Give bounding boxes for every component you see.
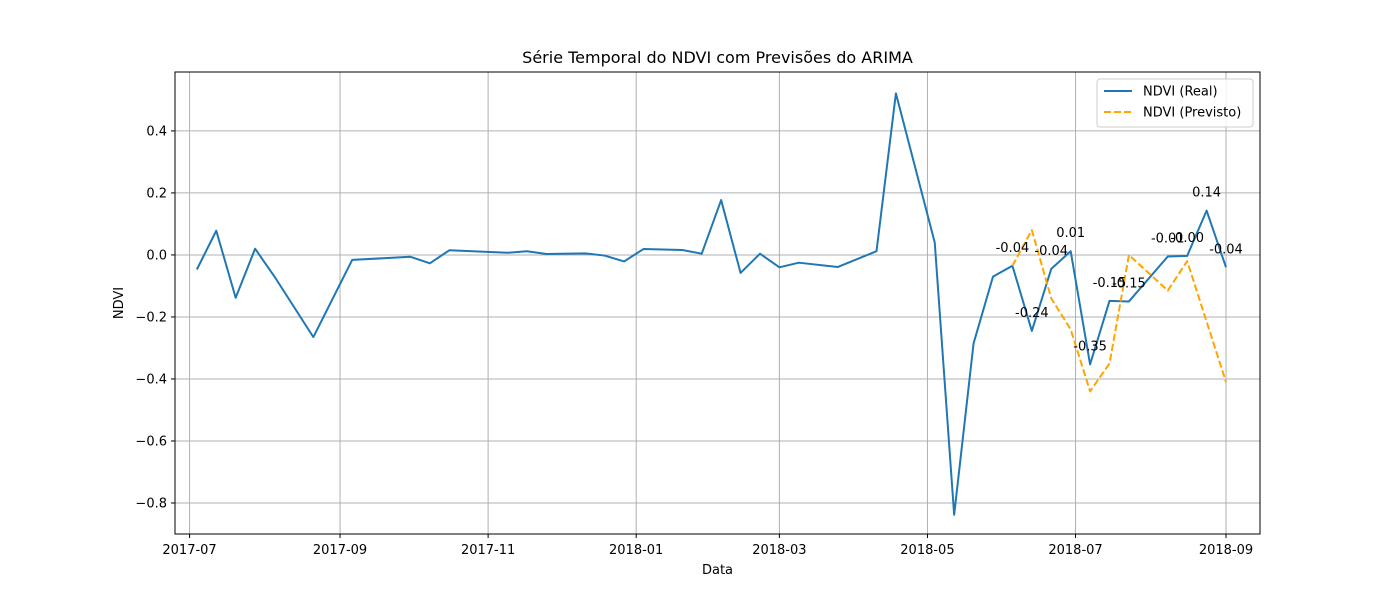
series-line-real <box>195 92 1227 516</box>
y-tick-label: −0.4 <box>135 372 167 387</box>
data-label: -0.04 <box>1034 244 1068 259</box>
y-tick-label: −0.8 <box>135 496 167 511</box>
x-tick-label: 2017-09 <box>313 543 367 558</box>
series-layer <box>195 92 1227 516</box>
legend-label-previsto: NDVI (Previsto) <box>1143 106 1241 121</box>
y-tick-label: 0.2 <box>146 186 167 201</box>
y-axis-ticks: 0.4 0.2 0.0 −0.2 −0.4 −0.6 −0.8 <box>135 124 175 511</box>
x-tick-label: 2018-01 <box>609 543 663 558</box>
legend: NDVI (Real) NDVI (Previsto) <box>1096 78 1254 128</box>
x-tick-label: 2018-09 <box>1199 543 1253 558</box>
data-label: 0.01 <box>1056 226 1085 241</box>
legend-label-real: NDVI (Real) <box>1143 85 1218 100</box>
data-label: -0.35 <box>1073 339 1107 354</box>
x-axis-title: Data <box>702 563 733 578</box>
data-label: -0.00 <box>1170 231 1204 246</box>
plot-frame <box>174 71 1261 535</box>
data-label: -0.04 <box>1209 242 1243 257</box>
chart-title: Série Temporal do NDVI com Previsões do … <box>522 48 913 67</box>
data-label: -0.04 <box>996 241 1030 256</box>
x-tick-label: 2018-07 <box>1048 543 1102 558</box>
legend-box <box>1096 78 1254 128</box>
x-tick-label: 2017-11 <box>461 543 515 558</box>
data-label: -0.15 <box>1112 276 1146 291</box>
x-tick-label: 2018-03 <box>752 543 806 558</box>
data-label: -0.24 <box>1015 306 1049 321</box>
y-axis-title: NDVI <box>112 287 127 319</box>
data-label: 0.14 <box>1192 186 1221 201</box>
x-tick-label: 2018-05 <box>900 543 954 558</box>
x-tick-label: 2017-07 <box>162 543 216 558</box>
y-tick-label: 0.0 <box>146 248 167 263</box>
series-line-previsto <box>1011 229 1227 393</box>
y-tick-label: 0.4 <box>146 124 167 139</box>
y-tick-label: −0.2 <box>135 310 167 325</box>
y-tick-label: −0.6 <box>135 434 167 449</box>
data-label: -0.01 <box>1151 231 1185 246</box>
data-label: -0.15 <box>1093 276 1127 291</box>
data-labels: -0.04-0.24-0.040.01-0.35-0.15-0.15-0.01-… <box>996 186 1243 355</box>
x-axis-ticks: 2017-07 2017-09 2017-11 2018-01 2018-03 2018-… <box>162 534 1253 558</box>
grid <box>175 72 1260 534</box>
